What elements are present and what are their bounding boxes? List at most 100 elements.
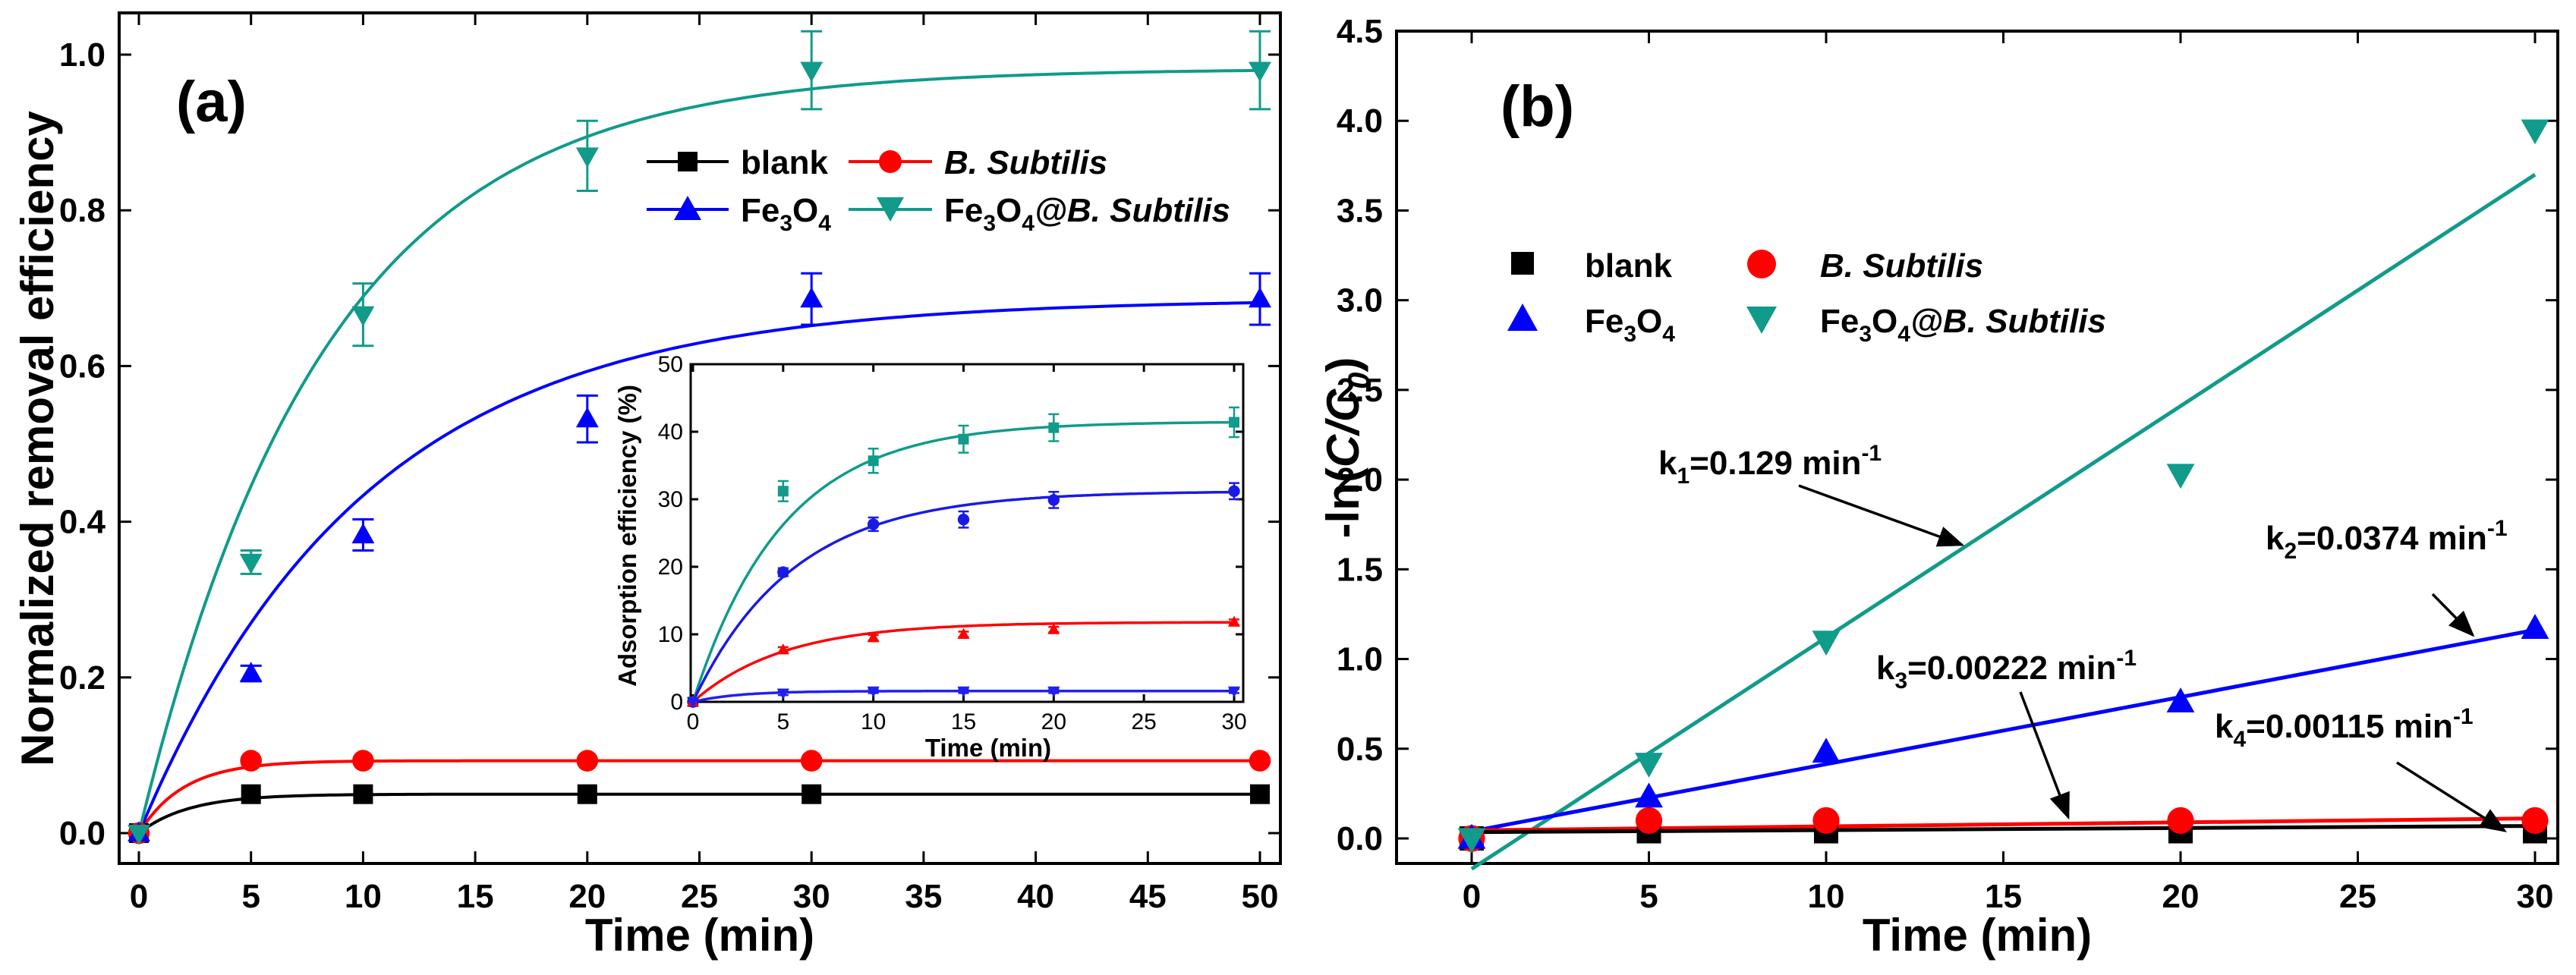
b-data-point <box>1812 631 1841 656</box>
b-x-tick-label: 25 <box>2339 878 2376 915</box>
a-data-point <box>575 407 599 428</box>
a-data-point <box>351 306 375 327</box>
inset-y-tick-label: 0 <box>670 690 683 715</box>
annotation-k3: k3=0.00222 min-1 <box>1876 646 2137 694</box>
inset-data-point <box>957 514 970 526</box>
panel-b-x-axis-title: Time (min) <box>1863 910 2092 961</box>
a-data-point <box>351 523 375 544</box>
a-data-point <box>353 784 373 804</box>
a-data-point <box>1250 784 1270 804</box>
a-data-point <box>800 750 823 772</box>
a-fit-curve-2 <box>137 300 1261 834</box>
a-y-tick-label: 1.0 <box>59 36 105 74</box>
b-data-point <box>1635 753 1663 778</box>
a-x-tick-label: 20 <box>568 878 606 915</box>
panel-b-ticks: 0 5 10 15 20 25 30 0.0 0.5 1.0 1.5 2.0 2.5 3.0 3.5 4.0 4… <box>1337 13 2558 915</box>
inset-data-point <box>867 518 880 530</box>
a-data-point <box>801 784 822 804</box>
inset-data-point <box>868 455 879 467</box>
inset-data-point <box>777 566 789 578</box>
inset-data-point <box>958 433 969 445</box>
panel-b-frame <box>1395 30 2559 865</box>
annotation-k1: k1=0.129 min-1 <box>1658 441 1882 489</box>
inset-chart: 0 5 10 15 20 25 30 0 10 20 30 40 50 Time (min) Adsor… <box>613 352 1247 762</box>
b-data-point <box>1812 807 1840 834</box>
inset-x-tick-label: 5 <box>776 709 789 734</box>
panel-a-legend: blank B. Subtilis Fe3O4 Fe3O4@B. Subtili… <box>647 144 1230 236</box>
legend-fe3o4-bs-label: Fe3O4@B. Subtilis <box>944 192 1230 236</box>
b-x-tick-label: 0 <box>1463 878 1481 915</box>
panel-a-x-axis-title: Time (min) <box>585 910 814 961</box>
inset-data-point <box>957 686 970 698</box>
a-data-point <box>576 750 599 772</box>
inset-x-tick-label: 30 <box>1221 709 1246 734</box>
panel-b: 0 5 10 15 20 25 30 0.0 0.5 1.0 1.5 2.0 2.5 3.0 3.5 4.0 4… <box>1318 13 2559 961</box>
inset-frame <box>689 363 1245 703</box>
b-data-point <box>1635 807 1663 834</box>
inset-data-point <box>867 631 880 643</box>
b-y-tick-label: 3.0 <box>1337 282 1383 319</box>
a-y-tick-label: 0.6 <box>59 348 105 385</box>
a-fit-curve-0 <box>137 792 1260 835</box>
a-x-tick-label: 45 <box>1129 878 1167 915</box>
a-y-tick-label: 0.2 <box>59 659 105 697</box>
arrow-k4 <box>2396 761 2507 832</box>
a-y-tick-label: 0.4 <box>59 504 106 541</box>
a-data-point <box>128 824 150 845</box>
inset-data-point <box>1047 494 1060 506</box>
a-x-tick-label: 5 <box>241 878 260 915</box>
inset-ticks: 0 5 10 15 20 25 30 0 10 20 30 40 50 <box>658 352 1247 734</box>
b-y-tick-label: 4.0 <box>1337 102 1383 140</box>
inset-data-point <box>1229 417 1239 428</box>
legend-bsubtilis-label: B. Subtilis <box>944 144 1107 181</box>
a-data-point <box>575 147 599 168</box>
panel-b-label: (b) <box>1501 74 1574 139</box>
a-data-point <box>1249 287 1271 308</box>
a-fit-curve-1 <box>137 759 1260 835</box>
b-data-point <box>2521 807 2549 834</box>
b-data-point <box>1635 782 1663 808</box>
a-data-point <box>577 784 597 804</box>
inset-data-point <box>686 697 700 709</box>
inset-data-point <box>776 688 789 700</box>
a-data-point <box>1249 750 1271 772</box>
panel-a-label: (a) <box>176 70 247 134</box>
arrow-k3 <box>2019 691 2070 820</box>
legend-blank-label: blank <box>741 144 828 181</box>
inset-data-point <box>1227 615 1241 627</box>
legend-fe3o4-label: Fe3O4 <box>741 192 831 236</box>
panel-a-y-axis-title: Normalized removal efficiency <box>12 111 63 766</box>
legend-blank-marker <box>678 152 698 171</box>
a-data-point <box>800 287 824 308</box>
a-x-tick-label: 25 <box>681 878 718 915</box>
rate-annotations: k1=0.129 min-1 k2=0.0374 min-1 k3=0.0022… <box>1658 441 2508 832</box>
b-x-tick-label: 15 <box>1985 878 2022 915</box>
a-x-tick-label: 40 <box>1017 878 1054 915</box>
inset-x-axis-title: Time (min) <box>925 734 1051 762</box>
legend-fe3o4-bs-marker <box>877 197 904 222</box>
b-y-tick-label: 2.5 <box>1337 372 1383 409</box>
annotation-k2: k2=0.0374 min-1 <box>2266 516 2508 564</box>
inset-x-tick-label: 20 <box>1041 709 1066 734</box>
inset-y-axis-title: Adsorption efficiency (%) <box>613 385 641 687</box>
inset-data-point <box>777 486 789 497</box>
panel-b-markers <box>1457 119 2549 854</box>
a-y-tick-label: 0.0 <box>59 815 105 852</box>
inset-x-tick-label: 15 <box>951 709 976 734</box>
inset-x-tick-label: 0 <box>687 709 700 734</box>
inset-data-point <box>957 627 970 639</box>
b-y-tick-label: 2.0 <box>1337 461 1383 499</box>
inset-x-tick-label: 10 <box>861 709 886 734</box>
a-x-tick-label: 10 <box>345 878 382 915</box>
inset-data-point <box>1227 686 1241 698</box>
a-x-tick-label: 0 <box>130 878 148 915</box>
b-y-tick-label: 1.5 <box>1337 551 1383 588</box>
legend-b-fe3o4-marker <box>1507 304 1538 331</box>
b-y-tick-label: 0.0 <box>1337 820 1383 857</box>
a-data-point <box>241 784 261 804</box>
panel-a-markers <box>128 61 1271 845</box>
b-x-tick-label: 10 <box>1808 878 1845 915</box>
inset-x-tick-label: 25 <box>1131 709 1156 734</box>
legend-b-blank-marker <box>1511 252 1534 275</box>
